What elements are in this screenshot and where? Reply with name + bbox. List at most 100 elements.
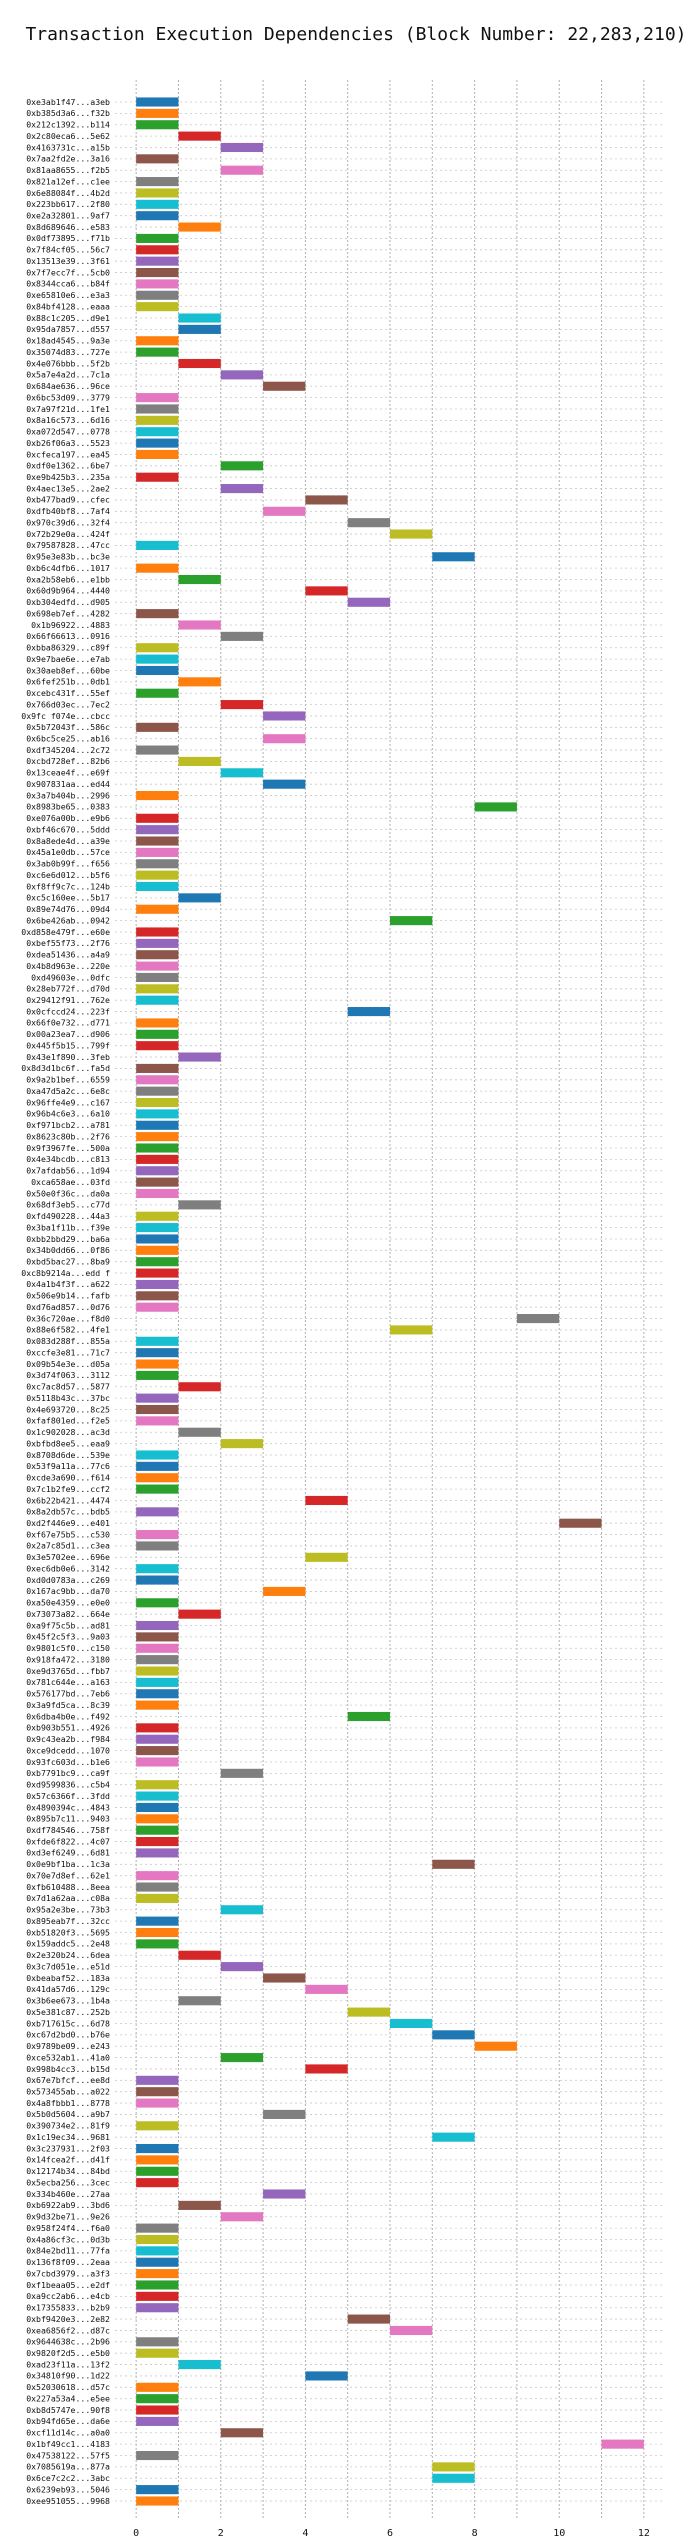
transaction-label: 0xd76ad857...0d76: [26, 1302, 110, 1312]
transaction-label: 0x0e9bf1ba...1c3a: [26, 1859, 110, 1869]
transaction-bar: [432, 2132, 475, 2142]
transaction-bar: [263, 381, 306, 391]
transaction-bar: [136, 1666, 179, 1676]
transaction-label: 0x28eb772f...d70d: [26, 984, 110, 994]
transaction-label: 0x66f66613...0916: [26, 631, 110, 641]
transaction-bar: [136, 2223, 179, 2233]
transaction-label: 0xcfeca197...ea45: [26, 449, 110, 459]
transaction-bar: [136, 859, 179, 869]
transaction-bar: [263, 1586, 306, 1596]
transaction-bar: [136, 1336, 179, 1346]
transaction-label: 0x84bf4128...eaaa: [26, 301, 110, 311]
transaction-label: 0x57c6366f...3fdd: [26, 1791, 110, 1801]
transaction-bar: [136, 97, 179, 107]
transaction-bar: [220, 142, 264, 153]
transaction-bar: [136, 404, 179, 414]
transaction-bar: [178, 1052, 221, 1062]
transaction-label: 0x4a86cf3c...0d3b: [26, 2234, 110, 2244]
transaction-label: 0x8708d6de...539e: [26, 1450, 110, 1460]
transaction-bar: [136, 1245, 179, 1255]
transaction-label: 0x45a1e0db...57ce: [26, 847, 110, 857]
transaction-bar: [178, 620, 221, 630]
transaction-bar: [136, 1063, 179, 1073]
transaction-label: 0xe9d3765d...fbb7: [26, 1666, 110, 1676]
transaction-label: 0x3ab0b99f...f656: [26, 859, 110, 869]
transaction-label: 0x573455ab...a022: [26, 2086, 110, 2096]
transaction-label: 0xfb610488...8eea: [26, 1882, 110, 1892]
transaction-bar: [136, 1837, 179, 1847]
transaction-label: 0x958f24f4...f6a0: [26, 2223, 110, 2233]
transaction-bar: [263, 2189, 306, 2199]
transaction-bar: [136, 120, 179, 130]
transaction-label: 0x47538122...57f5: [26, 2450, 110, 2460]
transaction-label: 0x3c7d051e...e51d: [26, 1961, 110, 1971]
transaction-bar: [559, 1518, 602, 1528]
transaction-bar: [136, 1507, 179, 1517]
transaction-label: 0x445f5b15...799f: [26, 1040, 110, 1050]
transaction-bar: [136, 1211, 179, 1221]
transaction-label: 0x918fa472...3180: [26, 1654, 110, 1664]
transaction-label: 0xe076a00b...e9b6: [26, 813, 110, 823]
transaction-bar: [136, 415, 179, 425]
transaction-label: 0xdf345204...2c72: [26, 745, 110, 755]
transaction-bar: [178, 313, 221, 323]
transaction-bar: [136, 1302, 179, 1312]
transaction-bar: [263, 1973, 306, 1983]
transaction-bar: [220, 2212, 264, 2222]
transaction-bar: [136, 211, 179, 221]
transaction-label: 0x895eab7f...32cc: [26, 1916, 110, 1926]
transaction-bar: [178, 677, 221, 687]
transaction-bar: [136, 177, 179, 187]
transaction-label: 0x12174b34...84bd: [26, 2166, 110, 2176]
transaction-bar: [136, 256, 179, 266]
transaction-label: 0x4b8d963e...220e: [26, 961, 110, 971]
transaction-bar: [136, 825, 179, 835]
transaction-label: 0xdea51436...a4a9: [26, 950, 110, 960]
transaction-label: 0xf67e75b5...c530: [26, 1529, 110, 1539]
transaction-label: 0xad23f11a...13f2: [26, 2359, 110, 2369]
transaction-label: 0x698eb7ef...4282: [26, 608, 110, 618]
transaction-label: 0x7d1a62aa...c08a: [26, 1893, 110, 1903]
transaction-label: 0xc67d2bd0...b76e: [26, 2030, 110, 2040]
transaction-bar: [136, 1871, 179, 1881]
transaction-bar: [178, 1609, 221, 1619]
transaction-bar: [136, 1689, 179, 1699]
transaction-label: 0x6bc5ce25...ab16: [26, 734, 110, 744]
transaction-label: 0x00a23ea7...d906: [26, 1029, 110, 1039]
transaction-label: 0x506e9b14...fafb: [26, 1291, 110, 1301]
transaction-label: 0x3d74f063...3112: [26, 1370, 110, 1380]
transaction-label: 0x43e1f890...3feb: [26, 1052, 110, 1062]
transaction-bar: [136, 302, 179, 312]
transaction-bar: [136, 1939, 179, 1949]
transaction-label: 0x53f9a11a...77c6: [26, 1461, 110, 1471]
transaction-bar: [136, 1257, 179, 1267]
transaction-bar: [136, 1848, 179, 1858]
transaction-bar: [136, 347, 179, 357]
transaction-label: 0x7aa2fd2e...3a16: [26, 154, 110, 164]
transaction-label: 0x159addc5...2e48: [26, 1939, 110, 1949]
transaction-bar: [136, 927, 179, 937]
transaction-bar: [136, 2485, 179, 2495]
transaction-bar: [516, 1314, 560, 1324]
transaction-label: 0xb94fd65e...da6e: [26, 2416, 110, 2426]
transaction-bar: [220, 700, 264, 710]
transaction-label: 0x6dba4b0e...f492: [26, 1711, 110, 1721]
transaction-label: 0xbf46c670...5ddd: [26, 824, 110, 834]
grid-layer: [115, 80, 665, 2520]
transaction-label: 0x6bc53d09...3779: [26, 392, 110, 402]
transaction-label: 0xa072d547...0778: [26, 427, 110, 437]
transaction-label: 0x6e88084f...4b2d: [26, 188, 110, 198]
transaction-label: 0x13ceae4f...e69f: [26, 768, 110, 778]
transaction-bar: [136, 1791, 179, 1801]
transaction-label: 0xcebc431f...55ef: [26, 688, 110, 698]
transaction-label: 0x88e6f582...4fe1: [26, 1325, 110, 1335]
transaction-bar: [305, 1495, 348, 1506]
transaction-label: 0x5ecba256...3cec: [26, 2177, 110, 2187]
transaction-label: 0x5b0d5604...a9b7: [26, 2109, 110, 2119]
transaction-label: 0xb51820f3...5695: [26, 1927, 110, 1937]
transaction-label: 0x34b0dd66...0f86: [26, 1245, 110, 1255]
transaction-label: 0xce532ab1...41a0: [26, 2052, 110, 2062]
transaction-bar: [136, 2416, 179, 2426]
transaction-label: 0x89e74d76...09d4: [26, 904, 110, 914]
